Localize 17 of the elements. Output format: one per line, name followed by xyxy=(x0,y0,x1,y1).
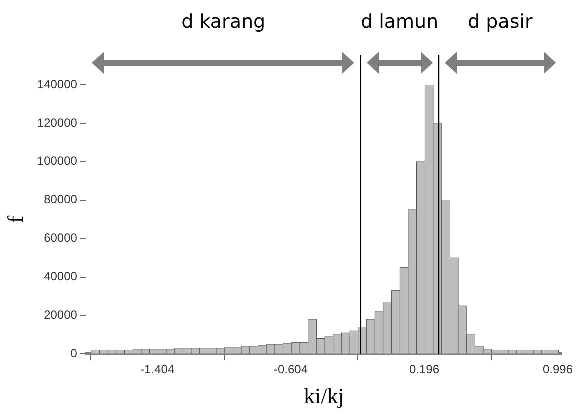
x-tick-label: -1.404 xyxy=(140,362,175,377)
x-tick-label: 0.196 xyxy=(409,362,440,377)
y-tick-label: 40000 xyxy=(44,270,78,284)
x-tick-label: 0.996 xyxy=(542,362,574,377)
y-tick-label: 60000 xyxy=(44,231,78,246)
y-tick-label: 0 xyxy=(70,346,78,361)
text: d lamun xyxy=(360,11,439,33)
text: d pasir xyxy=(467,11,534,33)
y-axis-title: f xyxy=(2,215,28,224)
y-tick-label: 120000 xyxy=(37,116,78,130)
x-axis-title: ki/kj xyxy=(304,384,344,409)
text: d karang xyxy=(180,11,267,33)
y-tick-label: 80000 xyxy=(44,192,78,207)
y-tick-label: 20000 xyxy=(44,308,78,322)
y-tick-label: 140000 xyxy=(37,77,78,92)
x-tick-label: -0.604 xyxy=(274,362,308,377)
y-tick-label: 100000 xyxy=(37,154,78,168)
